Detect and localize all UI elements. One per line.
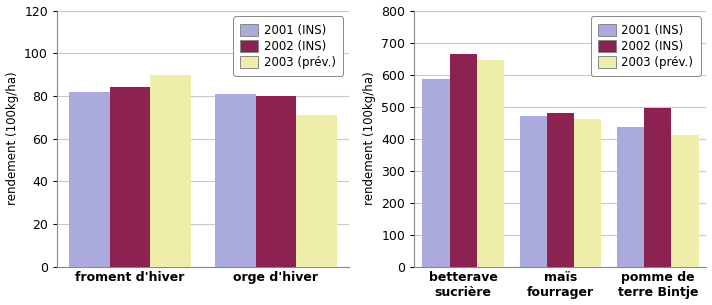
Bar	[671, 135, 698, 267]
Y-axis label: rendement (100kg/ha): rendement (100kg/ha)	[363, 72, 376, 205]
Bar	[150, 74, 192, 267]
Bar	[547, 113, 574, 267]
Bar	[422, 79, 449, 267]
Bar	[449, 54, 477, 267]
Bar	[574, 119, 602, 267]
Legend: 2001 (INS), 2002 (INS), 2003 (prév.): 2001 (INS), 2002 (INS), 2003 (prév.)	[234, 16, 343, 76]
Bar	[68, 92, 110, 267]
Bar	[617, 127, 644, 267]
Bar	[644, 108, 671, 267]
Bar	[215, 94, 256, 267]
Bar	[477, 60, 504, 267]
Y-axis label: rendement (100kg/ha): rendement (100kg/ha)	[6, 72, 19, 205]
Bar	[110, 87, 150, 267]
Bar	[296, 115, 337, 267]
Legend: 2001 (INS), 2002 (INS), 2003 (prév.): 2001 (INS), 2002 (INS), 2003 (prév.)	[591, 16, 701, 76]
Bar	[520, 116, 547, 267]
Bar	[256, 96, 296, 267]
